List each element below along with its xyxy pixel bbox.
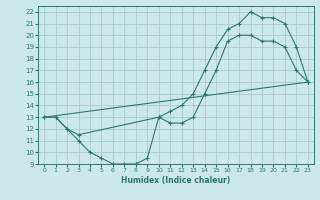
- X-axis label: Humidex (Indice chaleur): Humidex (Indice chaleur): [121, 176, 231, 185]
